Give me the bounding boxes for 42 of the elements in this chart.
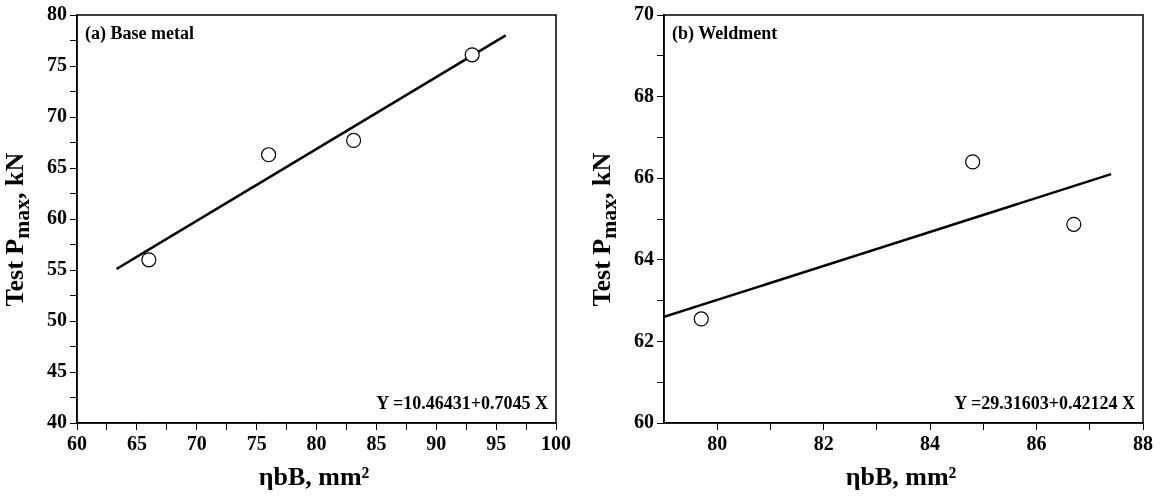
y-tick-label: 55 <box>47 257 67 280</box>
y-tick-label: 80 <box>47 2 67 25</box>
x-tick-label: 60 <box>67 432 87 455</box>
y-tick-label: 70 <box>634 2 654 25</box>
x-tick-label: 75 <box>246 432 267 455</box>
y-tick-label: 60 <box>47 206 67 229</box>
point <box>965 154 981 170</box>
y-tick-label: 40 <box>47 410 67 433</box>
x-tick-label: 95 <box>486 432 507 455</box>
y-tick-label: 60 <box>634 410 654 433</box>
y-tick-label: 50 <box>47 308 67 331</box>
x-tick-label: 84 <box>920 432 941 455</box>
x-tick-label: 80 <box>306 432 327 455</box>
annotation: Y =29.31603+0.42124 X <box>954 392 1135 413</box>
point <box>261 147 277 163</box>
x-axis-title: ηbB, mm² <box>844 462 958 492</box>
y-tick-label: 75 <box>47 53 67 76</box>
y-tick-label: 68 <box>634 83 654 106</box>
annotation: (a) Base metal <box>85 22 194 44</box>
x-tick-label: 100 <box>541 432 571 455</box>
point <box>1066 216 1082 232</box>
y-tick-label: 45 <box>47 359 67 382</box>
y-tick-label: 64 <box>634 246 654 269</box>
y-tick-label: 65 <box>47 155 67 178</box>
y-tick-label: 70 <box>47 104 67 127</box>
x-axis-title: ηbB, mm² <box>257 462 371 492</box>
x-tick-label: 80 <box>707 432 728 455</box>
x-tick-label: 88 <box>1133 432 1153 455</box>
annotation: Y =10.46431+0.7045 X <box>376 392 548 413</box>
y-tick-label: 66 <box>634 165 654 188</box>
y-tick-label: 62 <box>634 328 654 351</box>
x-tick-label: 70 <box>186 432 207 455</box>
x-tick-label: 86 <box>1026 432 1047 455</box>
point <box>346 132 362 149</box>
x-tick-label: 90 <box>426 432 447 455</box>
x-tick-label: 85 <box>366 432 387 455</box>
point <box>693 311 709 327</box>
annotation: (b) Weldment <box>672 22 778 44</box>
point <box>464 47 480 63</box>
x-tick-label: 82 <box>813 432 834 455</box>
x-tick-label: 65 <box>126 432 147 455</box>
point <box>141 252 157 268</box>
